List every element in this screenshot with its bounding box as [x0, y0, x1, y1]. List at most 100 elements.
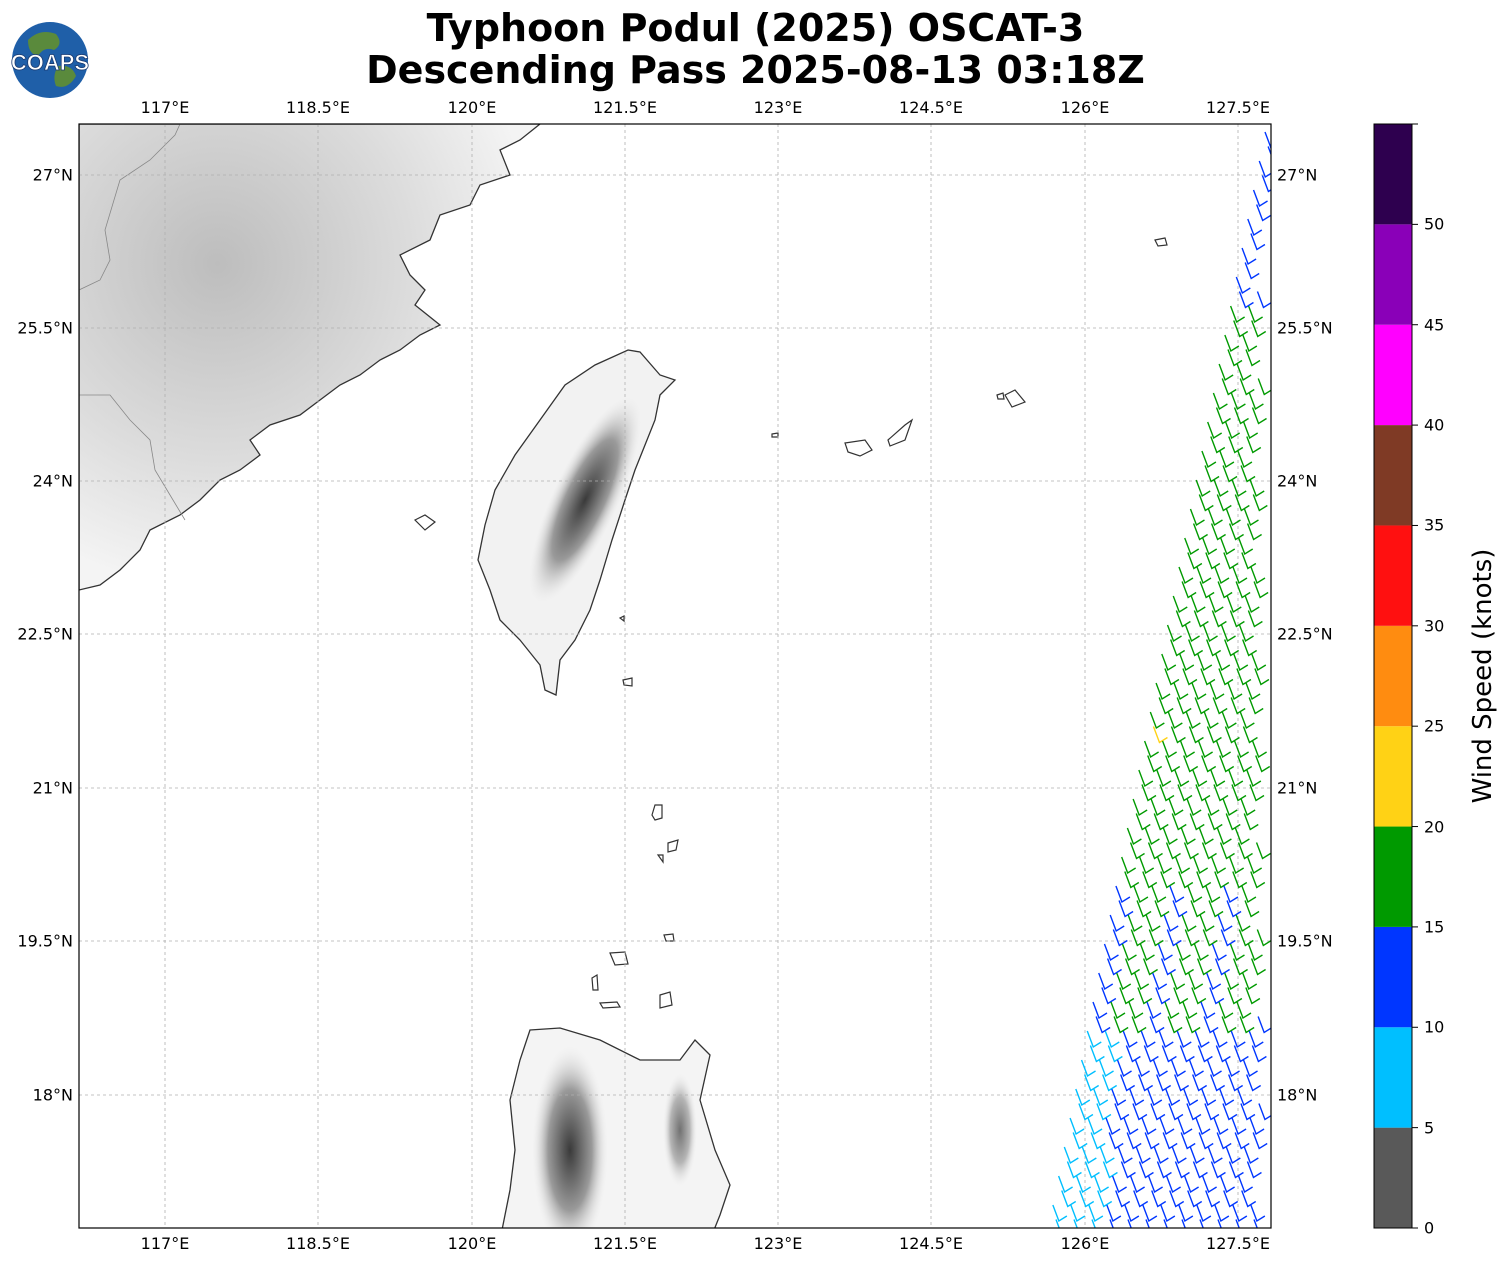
wind-barb	[1198, 1132, 1214, 1150]
wind-barb	[1213, 479, 1229, 498]
wind-barb	[1201, 1175, 1217, 1194]
wind-barb	[1224, 726, 1240, 744]
wind-barb	[1203, 1016, 1219, 1034]
wind-barb	[1224, 334, 1240, 353]
wind-barb	[1233, 407, 1249, 425]
lat-tick-label-left: 21°N	[32, 778, 73, 798]
wind-barb	[1086, 1030, 1102, 1049]
wind-barb	[1254, 668, 1270, 686]
wind-barb	[1186, 798, 1202, 817]
wind-barb	[1149, 1016, 1165, 1034]
wind-barb	[1211, 943, 1227, 962]
wind-barb	[1222, 1103, 1238, 1121]
colorbar-frame	[1373, 123, 1413, 1229]
wind-barb	[1129, 1088, 1145, 1107]
wind-barb	[1175, 856, 1191, 875]
wind-barb	[1238, 929, 1254, 947]
wind-barb	[1188, 972, 1204, 991]
logo-text: COAPS	[11, 50, 89, 75]
wind-barb	[1215, 407, 1231, 425]
wind-barb	[1172, 595, 1188, 614]
wind-barb	[1252, 1132, 1268, 1150]
lon-tick-label-top: 117°E	[140, 98, 190, 117]
wind-barb	[1215, 653, 1231, 672]
wind-barb	[1236, 363, 1252, 382]
colorbar-tick-label: 40	[1424, 415, 1445, 435]
wind-barb	[1121, 856, 1137, 875]
wind-barb	[1136, 900, 1152, 918]
wind-barb	[1203, 711, 1219, 730]
wind-barb	[1243, 421, 1259, 440]
wind-barb	[1201, 755, 1217, 773]
wind-barb	[1211, 610, 1227, 628]
wind-barb	[1249, 784, 1265, 802]
wind-barb	[1251, 740, 1267, 759]
wind-barb	[1208, 595, 1224, 614]
wind-barb	[1243, 813, 1259, 831]
wind-barb	[1158, 697, 1174, 715]
wind-barb	[1248, 1030, 1264, 1049]
wind-barb	[1098, 972, 1114, 991]
wind-barb	[1126, 1132, 1142, 1150]
wind-barb	[1152, 972, 1168, 991]
wind-barb	[1170, 1059, 1186, 1078]
wind-barb	[1070, 1204, 1086, 1223]
wind-barb	[1105, 1117, 1121, 1136]
wind-barb	[1182, 1001, 1198, 1020]
wind-barb	[1250, 958, 1266, 976]
wind-barb	[1184, 624, 1200, 643]
wind-barb	[1156, 769, 1172, 788]
wind-barb	[1133, 885, 1149, 904]
wind-barb	[1165, 842, 1181, 860]
wind-barb	[1170, 726, 1186, 744]
wind-barb	[1166, 929, 1182, 947]
wind-barb	[1204, 1103, 1220, 1121]
wind-barb	[1246, 436, 1262, 454]
wind-barb	[1102, 1074, 1118, 1092]
wind-barb	[1162, 827, 1178, 846]
wind-barb	[1174, 769, 1190, 788]
wind-barb	[1155, 987, 1171, 1005]
wind-barb	[1221, 378, 1237, 396]
wind-barb	[1120, 1161, 1136, 1179]
wind-barb	[1128, 1001, 1144, 1020]
wind-barb	[1114, 1103, 1130, 1121]
wind-barb	[1176, 1030, 1192, 1049]
wind-barb	[1172, 900, 1188, 918]
colorbar-tick-label: 50	[1424, 214, 1445, 234]
wind-barb	[1147, 1088, 1163, 1107]
wind-barb	[1233, 320, 1249, 338]
wind-barb	[1101, 987, 1117, 1005]
colorbar-bin	[1374, 525, 1412, 626]
wind-barb	[1206, 972, 1222, 991]
wind-barb	[1228, 1074, 1244, 1092]
wind-barb	[1063, 1146, 1079, 1165]
wind-barb	[1198, 494, 1214, 512]
wind-barb	[1130, 929, 1146, 947]
wind-barb	[1178, 871, 1194, 889]
wind-barb	[1166, 624, 1182, 643]
wind-barb	[1055, 1219, 1060, 1228]
wind-barb	[1081, 1146, 1097, 1165]
wind-barb	[1187, 552, 1203, 570]
wind-barb	[1120, 1074, 1136, 1092]
wind-barb	[1134, 1059, 1150, 1078]
wind-barb	[1261, 175, 1271, 193]
wind-barb	[1099, 1146, 1115, 1165]
wind-barb	[1098, 1059, 1114, 1078]
wind-barb	[1091, 1219, 1096, 1228]
wind-barb	[1219, 450, 1235, 469]
wind-barb	[1153, 1146, 1169, 1165]
wind-barb	[1244, 900, 1260, 918]
wind-barb	[1229, 305, 1245, 324]
wind-barb	[1164, 668, 1180, 686]
wind-barb	[1237, 450, 1253, 469]
wind-barb	[1245, 987, 1261, 1005]
wind-barb	[1248, 697, 1264, 715]
wind-barb	[1147, 1175, 1163, 1194]
wind-barb	[1205, 1190, 1221, 1208]
wind-barb	[1237, 1175, 1253, 1194]
wind-barb	[1171, 1146, 1187, 1165]
wind-barb	[1223, 552, 1239, 570]
wind-barb	[1246, 769, 1262, 788]
